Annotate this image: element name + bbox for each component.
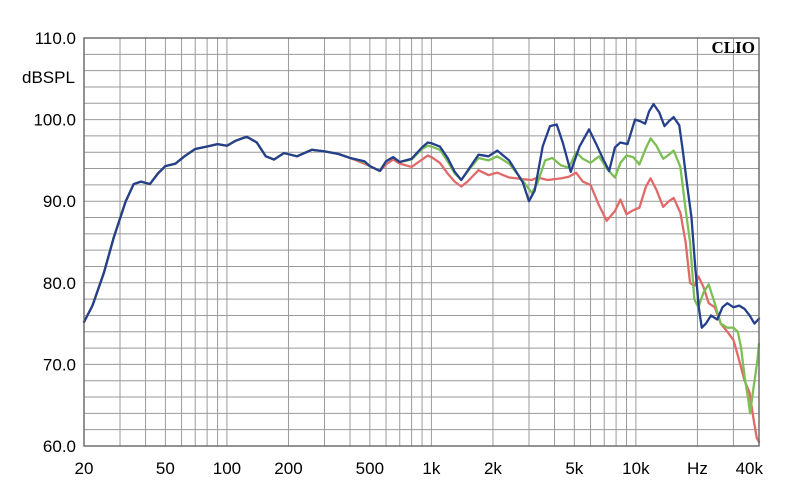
y-tick-label: 90.0	[43, 192, 76, 211]
y-tick-labels: 110.0 100.0 90.0 80.0 70.0 60.0	[33, 29, 76, 456]
plot-frame-border	[83, 37, 760, 447]
y-axis-label: dBSPL	[22, 68, 75, 87]
x-tick-label: 2k	[484, 459, 502, 478]
y-tick-label: 80.0	[43, 274, 76, 293]
y-tick-label: 110.0	[35, 29, 76, 48]
series-layer	[82, 102, 761, 444]
y-tick-label: 60.0	[43, 437, 76, 456]
series-line-3	[82, 102, 761, 329]
y-tick-label: 100.0	[33, 111, 76, 130]
plot-frame	[83, 37, 760, 447]
y-tick-label: 70.0	[43, 355, 76, 374]
x-tick-label: 50	[156, 459, 175, 478]
x-tick-label: 5k	[565, 459, 583, 478]
x-tick-label: 40k	[736, 459, 764, 478]
x-tick-label: 100	[213, 459, 241, 478]
brand-label: CLIO	[712, 38, 755, 57]
x-tick-label: 200	[274, 459, 302, 478]
x-tick-label: Hz	[687, 459, 708, 478]
x-tick-label: 1k	[422, 459, 440, 478]
x-tick-label: 20	[75, 459, 94, 478]
x-tick-label: 500	[356, 459, 384, 478]
grid	[84, 38, 759, 446]
x-tick-label: 10k	[622, 459, 650, 478]
x-tick-labels: 20 50 100 200 500 1k 2k 5k 10k Hz 40k	[75, 459, 764, 478]
